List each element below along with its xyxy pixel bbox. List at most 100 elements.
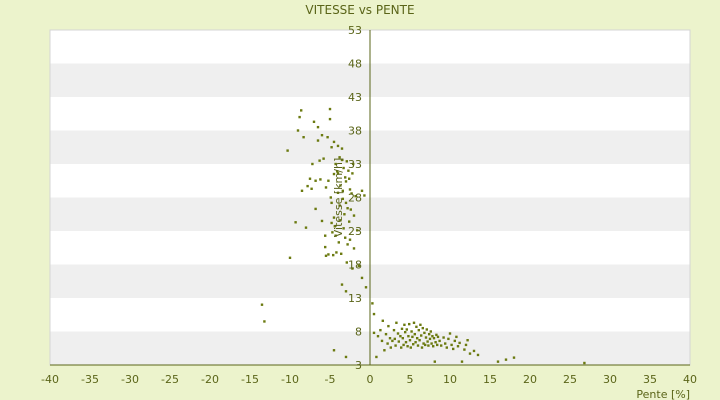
- x-tick-label: -40: [41, 373, 59, 386]
- x-tick-label: -25: [161, 373, 179, 386]
- data-point: [434, 341, 437, 344]
- data-point: [344, 236, 347, 239]
- data-point: [379, 328, 382, 332]
- data-point: [339, 184, 342, 187]
- data-point: [412, 343, 415, 346]
- x-tick-label: -10: [281, 373, 299, 386]
- data-point: [356, 229, 359, 232]
- x-tick-label: 10: [443, 373, 457, 386]
- data-point: [342, 227, 345, 230]
- data-point: [383, 349, 386, 352]
- x-tick-label: -30: [121, 373, 139, 386]
- data-point: [429, 330, 432, 333]
- data-point: [348, 177, 351, 180]
- data-point: [415, 325, 418, 329]
- data-point: [372, 312, 376, 316]
- data-point: [401, 337, 404, 340]
- y-tick-label: 13: [348, 292, 362, 305]
- data-point: [344, 355, 348, 359]
- data-point: [332, 216, 336, 219]
- data-point: [406, 345, 409, 348]
- data-point: [419, 323, 422, 326]
- x-tick-label: -5: [325, 373, 336, 386]
- data-point: [496, 360, 500, 363]
- data-point: [324, 245, 327, 249]
- data-point: [352, 247, 356, 250]
- data-point: [402, 343, 405, 347]
- data-point: [450, 343, 453, 347]
- data-point: [430, 342, 433, 345]
- data-point: [324, 186, 328, 189]
- data-point: [298, 115, 301, 119]
- data-point: [320, 133, 324, 137]
- data-point: [314, 207, 317, 211]
- data-point: [351, 172, 354, 175]
- data-point: [583, 361, 586, 365]
- data-point: [466, 339, 469, 342]
- data-point: [327, 253, 330, 256]
- data-point: [428, 337, 432, 341]
- data-point: [423, 331, 426, 335]
- y-tick-label: 38: [348, 125, 362, 138]
- data-point: [328, 107, 332, 111]
- data-point: [384, 332, 388, 336]
- data-point: [333, 225, 336, 228]
- data-point: [424, 336, 428, 339]
- data-point: [340, 147, 344, 150]
- x-tick-label: -35: [81, 373, 99, 386]
- data-point: [411, 335, 414, 339]
- data-point: [455, 335, 458, 339]
- y-tick-label: 33: [348, 158, 362, 171]
- data-point: [339, 219, 342, 222]
- data-point: [445, 346, 448, 349]
- x-tick-label: -20: [201, 373, 219, 386]
- data-point: [336, 172, 340, 175]
- y-tick-label: 3: [355, 359, 362, 372]
- data-point: [330, 146, 333, 149]
- x-tick-label: 15: [483, 373, 497, 386]
- data-point: [319, 178, 322, 181]
- data-point: [410, 330, 413, 333]
- data-point: [336, 144, 340, 148]
- data-point: [395, 321, 398, 324]
- data-point: [436, 335, 440, 339]
- data-point: [409, 346, 412, 349]
- data-point: [324, 254, 328, 257]
- data-point: [263, 320, 266, 323]
- data-point: [396, 332, 400, 335]
- data-point: [403, 323, 406, 326]
- y-axis-label: Vitesse [km/h]: [332, 158, 345, 238]
- data-point: [318, 159, 321, 162]
- data-point: [329, 196, 332, 199]
- data-point: [447, 337, 450, 341]
- data-point: [332, 172, 336, 176]
- data-point: [345, 160, 348, 163]
- data-point: [340, 283, 344, 286]
- y-tick-label: 18: [348, 259, 362, 272]
- data-point: [412, 321, 416, 324]
- data-point: [316, 139, 320, 142]
- data-point: [336, 170, 339, 173]
- data-point: [344, 290, 348, 293]
- data-point: [416, 344, 420, 347]
- x-tick-label: 0: [367, 373, 374, 386]
- data-point: [407, 334, 410, 338]
- y-tick-label: 23: [348, 225, 362, 238]
- data-point: [334, 162, 337, 166]
- x-tick-label: 20: [523, 373, 537, 386]
- data-point: [330, 201, 333, 205]
- data-point: [348, 188, 352, 191]
- data-point: [322, 157, 325, 160]
- data-point: [346, 243, 349, 246]
- data-point: [331, 231, 334, 234]
- data-point: [464, 343, 468, 347]
- x-tick-labels: -40 -35 -30 -25 -20 -15 -10 -5 0 5 10 15 20 25 30 35 40: [41, 373, 697, 386]
- data-point: [389, 346, 392, 349]
- chart-title: VITESSE vs PENTE: [305, 3, 414, 17]
- data-point: [340, 252, 343, 255]
- x-axis-label: Pente [%]: [636, 388, 690, 400]
- data-point: [304, 226, 308, 229]
- data-point: [392, 328, 396, 332]
- data-point: [413, 332, 416, 336]
- data-point: [351, 267, 354, 270]
